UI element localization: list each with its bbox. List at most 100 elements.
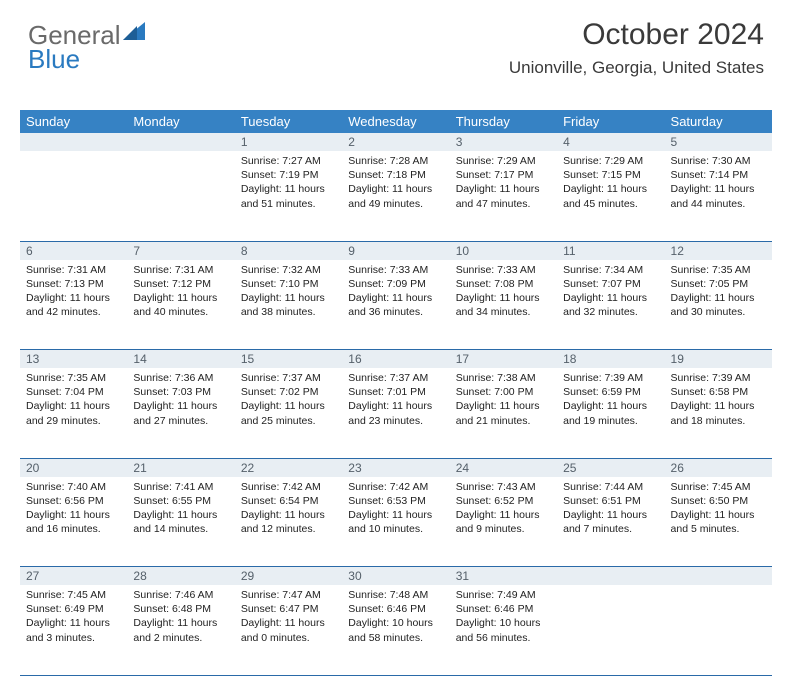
sunset-text: Sunset: 7:07 PM	[563, 277, 658, 291]
weekday-header: Thursday	[450, 110, 557, 133]
day-number: 23	[342, 458, 449, 477]
sunset-text: Sunset: 7:10 PM	[241, 277, 336, 291]
daylight-text: Daylight: 11 hours and 10 minutes.	[348, 508, 443, 536]
day-cell: Sunrise: 7:42 AMSunset: 6:53 PMDaylight:…	[342, 477, 449, 567]
daylight-text: Daylight: 11 hours and 19 minutes.	[563, 399, 658, 427]
day-cell: Sunrise: 7:33 AMSunset: 7:08 PMDaylight:…	[450, 260, 557, 350]
sunrise-text: Sunrise: 7:46 AM	[133, 588, 228, 602]
sunrise-text: Sunrise: 7:27 AM	[241, 154, 336, 168]
day-number: 30	[342, 567, 449, 586]
day-cell: Sunrise: 7:43 AMSunset: 6:52 PMDaylight:…	[450, 477, 557, 567]
daylight-text: Daylight: 11 hours and 30 minutes.	[671, 291, 766, 319]
page-title: October 2024	[509, 18, 764, 52]
daylight-text: Daylight: 11 hours and 44 minutes.	[671, 182, 766, 210]
sunset-text: Sunset: 6:51 PM	[563, 494, 658, 508]
sunrise-text: Sunrise: 7:42 AM	[348, 480, 443, 494]
day-cell: Sunrise: 7:48 AMSunset: 6:46 PMDaylight:…	[342, 585, 449, 675]
sunset-text: Sunset: 6:54 PM	[241, 494, 336, 508]
sunset-text: Sunset: 7:03 PM	[133, 385, 228, 399]
day-cell: Sunrise: 7:31 AMSunset: 7:13 PMDaylight:…	[20, 260, 127, 350]
sunset-text: Sunset: 7:05 PM	[671, 277, 766, 291]
calendar-body: 12345Sunrise: 7:27 AMSunset: 7:19 PMDayl…	[20, 133, 772, 675]
calendar-table: SundayMondayTuesdayWednesdayThursdayFrid…	[20, 110, 772, 676]
day-number	[20, 133, 127, 151]
sunset-text: Sunset: 6:55 PM	[133, 494, 228, 508]
day-number: 8	[235, 241, 342, 260]
sunrise-text: Sunrise: 7:31 AM	[133, 263, 228, 277]
day-number: 29	[235, 567, 342, 586]
sunset-text: Sunset: 6:53 PM	[348, 494, 443, 508]
sunset-text: Sunset: 7:19 PM	[241, 168, 336, 182]
day-cell	[665, 585, 772, 675]
day-number: 18	[557, 350, 664, 369]
sunrise-text: Sunrise: 7:38 AM	[456, 371, 551, 385]
day-cell: Sunrise: 7:34 AMSunset: 7:07 PMDaylight:…	[557, 260, 664, 350]
daylight-text: Daylight: 11 hours and 38 minutes.	[241, 291, 336, 319]
sunrise-text: Sunrise: 7:29 AM	[456, 154, 551, 168]
sunset-text: Sunset: 7:14 PM	[671, 168, 766, 182]
sunrise-text: Sunrise: 7:37 AM	[241, 371, 336, 385]
daylight-text: Daylight: 11 hours and 29 minutes.	[26, 399, 121, 427]
daylight-text: Daylight: 11 hours and 5 minutes.	[671, 508, 766, 536]
day-number: 17	[450, 350, 557, 369]
sunset-text: Sunset: 7:12 PM	[133, 277, 228, 291]
daylight-text: Daylight: 11 hours and 23 minutes.	[348, 399, 443, 427]
day-number: 15	[235, 350, 342, 369]
day-cell: Sunrise: 7:39 AMSunset: 6:58 PMDaylight:…	[665, 368, 772, 458]
header: October 2024 Unionville, Georgia, United…	[509, 18, 764, 78]
day-number: 25	[557, 458, 664, 477]
sunset-text: Sunset: 6:46 PM	[456, 602, 551, 616]
location-subtitle: Unionville, Georgia, United States	[509, 58, 764, 78]
sunrise-text: Sunrise: 7:39 AM	[671, 371, 766, 385]
daylight-text: Daylight: 11 hours and 49 minutes.	[348, 182, 443, 210]
weekday-header: Tuesday	[235, 110, 342, 133]
logo-sail-icon	[123, 22, 145, 40]
day-cell: Sunrise: 7:29 AMSunset: 7:17 PMDaylight:…	[450, 151, 557, 241]
sunset-text: Sunset: 7:13 PM	[26, 277, 121, 291]
daylight-text: Daylight: 10 hours and 58 minutes.	[348, 616, 443, 644]
day-number: 6	[20, 241, 127, 260]
day-number: 9	[342, 241, 449, 260]
day-number: 11	[557, 241, 664, 260]
day-number: 4	[557, 133, 664, 151]
day-cell	[20, 151, 127, 241]
weekday-header: Saturday	[665, 110, 772, 133]
daylight-text: Daylight: 11 hours and 32 minutes.	[563, 291, 658, 319]
sunset-text: Sunset: 7:17 PM	[456, 168, 551, 182]
sunrise-text: Sunrise: 7:32 AM	[241, 263, 336, 277]
sunset-text: Sunset: 7:02 PM	[241, 385, 336, 399]
day-number: 19	[665, 350, 772, 369]
day-cell: Sunrise: 7:45 AMSunset: 6:50 PMDaylight:…	[665, 477, 772, 567]
day-cell: Sunrise: 7:28 AMSunset: 7:18 PMDaylight:…	[342, 151, 449, 241]
day-number	[557, 567, 664, 586]
sunset-text: Sunset: 7:00 PM	[456, 385, 551, 399]
sunrise-text: Sunrise: 7:34 AM	[563, 263, 658, 277]
sunset-text: Sunset: 6:50 PM	[671, 494, 766, 508]
sunset-text: Sunset: 7:01 PM	[348, 385, 443, 399]
day-number: 2	[342, 133, 449, 151]
sunset-text: Sunset: 6:59 PM	[563, 385, 658, 399]
daylight-text: Daylight: 11 hours and 40 minutes.	[133, 291, 228, 319]
day-cell: Sunrise: 7:49 AMSunset: 6:46 PMDaylight:…	[450, 585, 557, 675]
daylight-text: Daylight: 11 hours and 0 minutes.	[241, 616, 336, 644]
daylight-text: Daylight: 11 hours and 42 minutes.	[26, 291, 121, 319]
day-number: 1	[235, 133, 342, 151]
daylight-text: Daylight: 11 hours and 9 minutes.	[456, 508, 551, 536]
sunrise-text: Sunrise: 7:47 AM	[241, 588, 336, 602]
day-number: 28	[127, 567, 234, 586]
day-cell: Sunrise: 7:29 AMSunset: 7:15 PMDaylight:…	[557, 151, 664, 241]
sunset-text: Sunset: 6:47 PM	[241, 602, 336, 616]
sunrise-text: Sunrise: 7:45 AM	[671, 480, 766, 494]
day-cell: Sunrise: 7:35 AMSunset: 7:04 PMDaylight:…	[20, 368, 127, 458]
day-cell: Sunrise: 7:36 AMSunset: 7:03 PMDaylight:…	[127, 368, 234, 458]
sunrise-text: Sunrise: 7:33 AM	[348, 263, 443, 277]
day-number: 31	[450, 567, 557, 586]
day-cell: Sunrise: 7:38 AMSunset: 7:00 PMDaylight:…	[450, 368, 557, 458]
day-cell: Sunrise: 7:40 AMSunset: 6:56 PMDaylight:…	[20, 477, 127, 567]
sunset-text: Sunset: 7:18 PM	[348, 168, 443, 182]
day-number: 5	[665, 133, 772, 151]
day-number: 3	[450, 133, 557, 151]
sunrise-text: Sunrise: 7:44 AM	[563, 480, 658, 494]
day-number: 26	[665, 458, 772, 477]
sunrise-text: Sunrise: 7:43 AM	[456, 480, 551, 494]
